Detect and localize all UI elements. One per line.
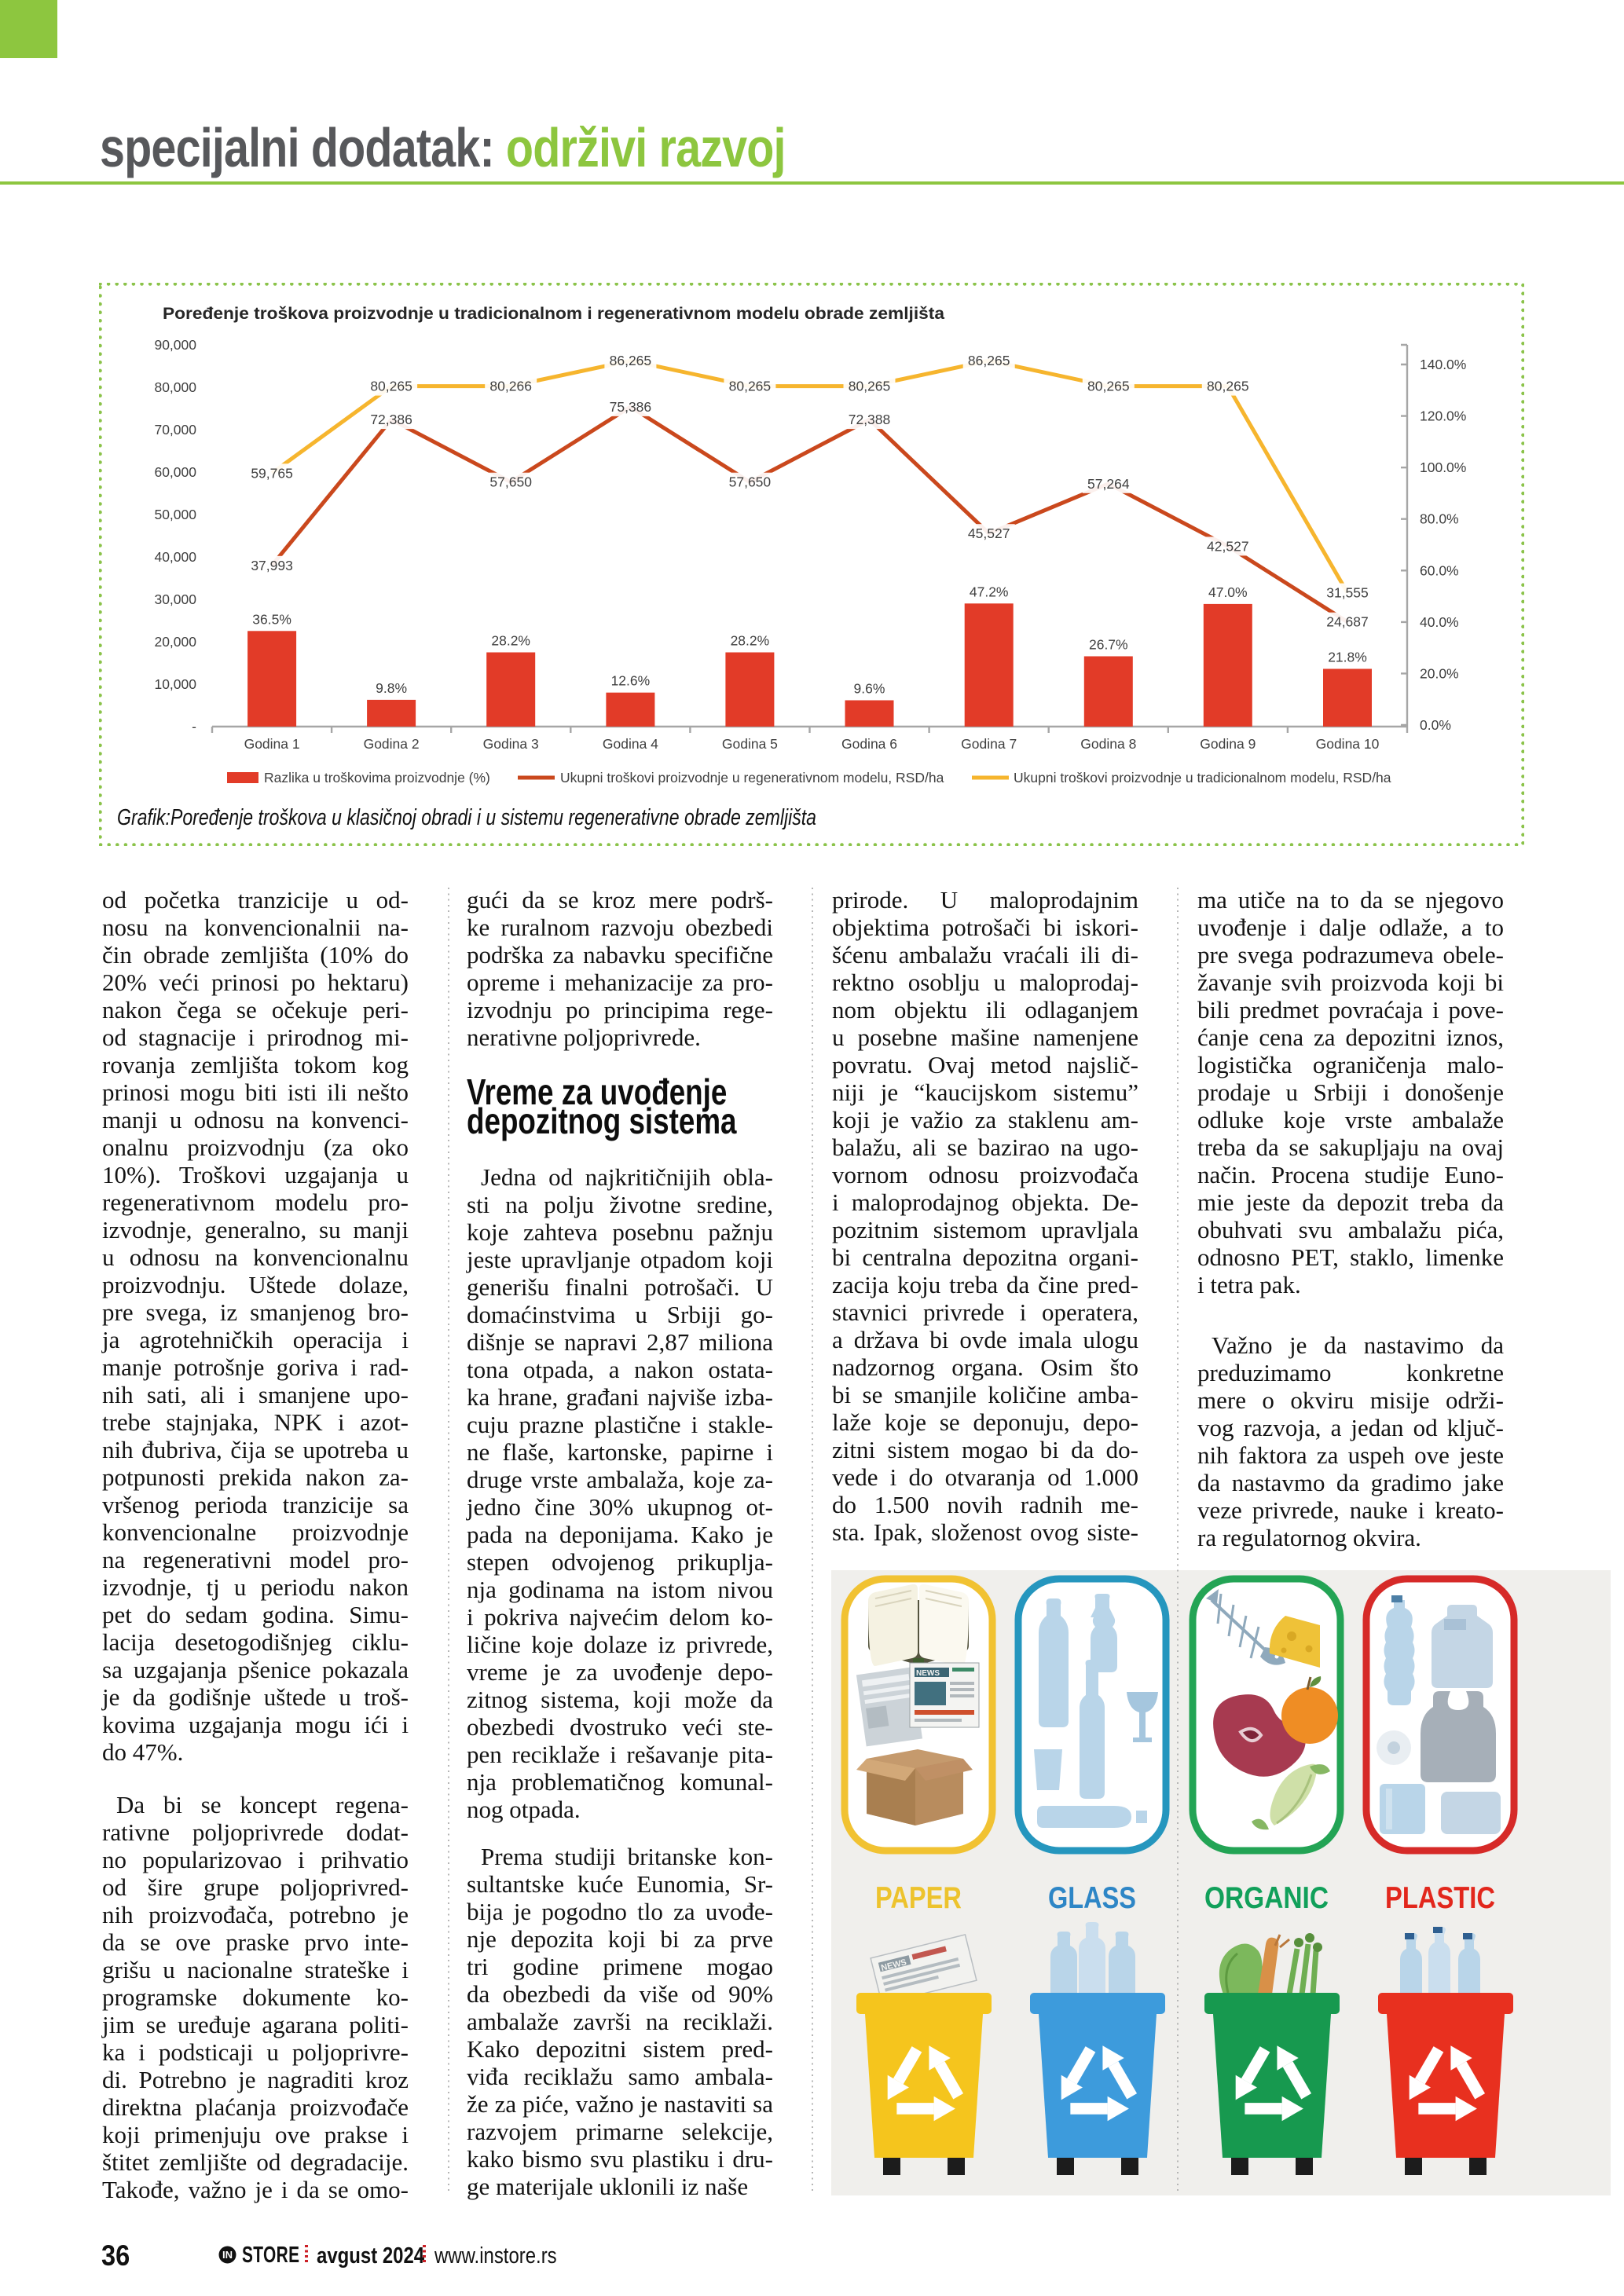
svg-text:28.2%: 28.2% (491, 633, 530, 649)
svg-text:80,265: 80,265 (370, 379, 412, 394)
svg-text:Godina 9: Godina 9 (1200, 736, 1256, 752)
svg-text:Ukupni troškovi proizvodnje u: Ukupni troškovi proizvodnje u tradiciona… (1014, 770, 1391, 785)
svg-text:45,527: 45,527 (968, 525, 1010, 541)
svg-text:57,264: 57,264 (1087, 476, 1130, 492)
svg-text:40,000: 40,000 (154, 549, 196, 565)
svg-text:PAPER: PAPER (875, 1881, 962, 1915)
svg-text:9.8%: 9.8% (376, 680, 407, 696)
svg-text:Razlika u troškovima proizvodn: Razlika u troškovima proizvodnje (%) (264, 770, 490, 785)
svg-text:Ukupni troškovi proizvodnje u: Ukupni troškovi proizvodnje u regenerati… (560, 770, 944, 785)
svg-text:Grafik:Poređenje troškova u kl: Grafik:Poređenje troškova u klasičnoj ob… (117, 805, 816, 830)
svg-text:57,650: 57,650 (489, 474, 532, 490)
svg-text:Godina 6: Godina 6 (841, 736, 897, 752)
svg-text:86,265: 86,265 (610, 353, 652, 368)
svg-text:80,266: 80,266 (489, 379, 532, 394)
svg-text:37,993: 37,993 (251, 558, 293, 573)
svg-text:60,000: 60,000 (154, 464, 196, 480)
svg-text:47.0%: 47.0% (1208, 584, 1248, 600)
svg-text:90,000: 90,000 (154, 337, 196, 353)
svg-text:75,386: 75,386 (610, 399, 652, 415)
svg-text:20,000: 20,000 (154, 634, 196, 650)
svg-text:30,000: 30,000 (154, 591, 196, 607)
svg-text:80,000: 80,000 (154, 379, 196, 395)
svg-text:80.0%: 80.0% (1420, 511, 1459, 527)
svg-text:26.7%: 26.7% (1089, 637, 1128, 653)
svg-text:50,000: 50,000 (154, 507, 196, 522)
svg-text:21.8%: 21.8% (1328, 650, 1367, 665)
svg-text:Godina 2: Godina 2 (364, 736, 420, 752)
svg-text:140.0%: 140.0% (1420, 357, 1466, 372)
svg-text:-: - (192, 719, 196, 734)
svg-text:72,386: 72,386 (370, 412, 412, 427)
svg-text:72,388: 72,388 (849, 412, 891, 427)
svg-text:Godina 1: Godina 1 (244, 736, 300, 752)
svg-text:42,527: 42,527 (1207, 538, 1249, 554)
svg-text:9.6%: 9.6% (854, 681, 885, 697)
svg-text:31,555: 31,555 (1326, 585, 1369, 601)
svg-text:20.0%: 20.0% (1420, 665, 1459, 681)
svg-text:Godina 8: Godina 8 (1080, 736, 1136, 752)
svg-text:GLASS: GLASS (1048, 1881, 1136, 1915)
svg-text:80,265: 80,265 (729, 379, 772, 394)
svg-text:24,687: 24,687 (1326, 614, 1369, 630)
svg-text:120.0%: 120.0% (1420, 408, 1466, 424)
svg-text:80,265: 80,265 (1207, 379, 1249, 394)
svg-text:ORGANIC: ORGANIC (1204, 1881, 1329, 1915)
svg-text:28.2%: 28.2% (731, 633, 770, 649)
svg-text:IN: IN (222, 2250, 233, 2261)
svg-text:57,650: 57,650 (729, 474, 772, 490)
svg-text:0.0%: 0.0% (1420, 717, 1451, 733)
svg-text:59,765: 59,765 (251, 465, 293, 481)
svg-text:PLASTIC: PLASTIC (1385, 1881, 1495, 1915)
svg-text:80,265: 80,265 (849, 379, 891, 394)
svg-text:Godina 3: Godina 3 (483, 736, 539, 752)
svg-text:Godina 4: Godina 4 (603, 736, 658, 752)
svg-text:70,000: 70,000 (154, 422, 196, 438)
svg-text:Godina 5: Godina 5 (722, 736, 778, 752)
svg-text:10,000: 10,000 (154, 676, 196, 692)
svg-text:86,265: 86,265 (968, 353, 1010, 368)
svg-text:Poređenje troškova proizvodnje: Poređenje troškova proizvodnje u tradici… (163, 305, 944, 323)
svg-text:12.6%: 12.6% (611, 673, 651, 689)
svg-text:36.5%: 36.5% (252, 611, 291, 627)
svg-text:80,265: 80,265 (1087, 379, 1130, 394)
svg-text:Godina 7: Godina 7 (961, 736, 1017, 752)
svg-text:100.0%: 100.0% (1420, 460, 1466, 475)
svg-text:NEWS: NEWS (916, 1669, 940, 1678)
svg-text:60.0%: 60.0% (1420, 562, 1459, 578)
svg-text:Godina 10: Godina 10 (1316, 736, 1380, 752)
svg-text:40.0%: 40.0% (1420, 614, 1459, 630)
svg-text:47.2%: 47.2% (970, 584, 1009, 599)
